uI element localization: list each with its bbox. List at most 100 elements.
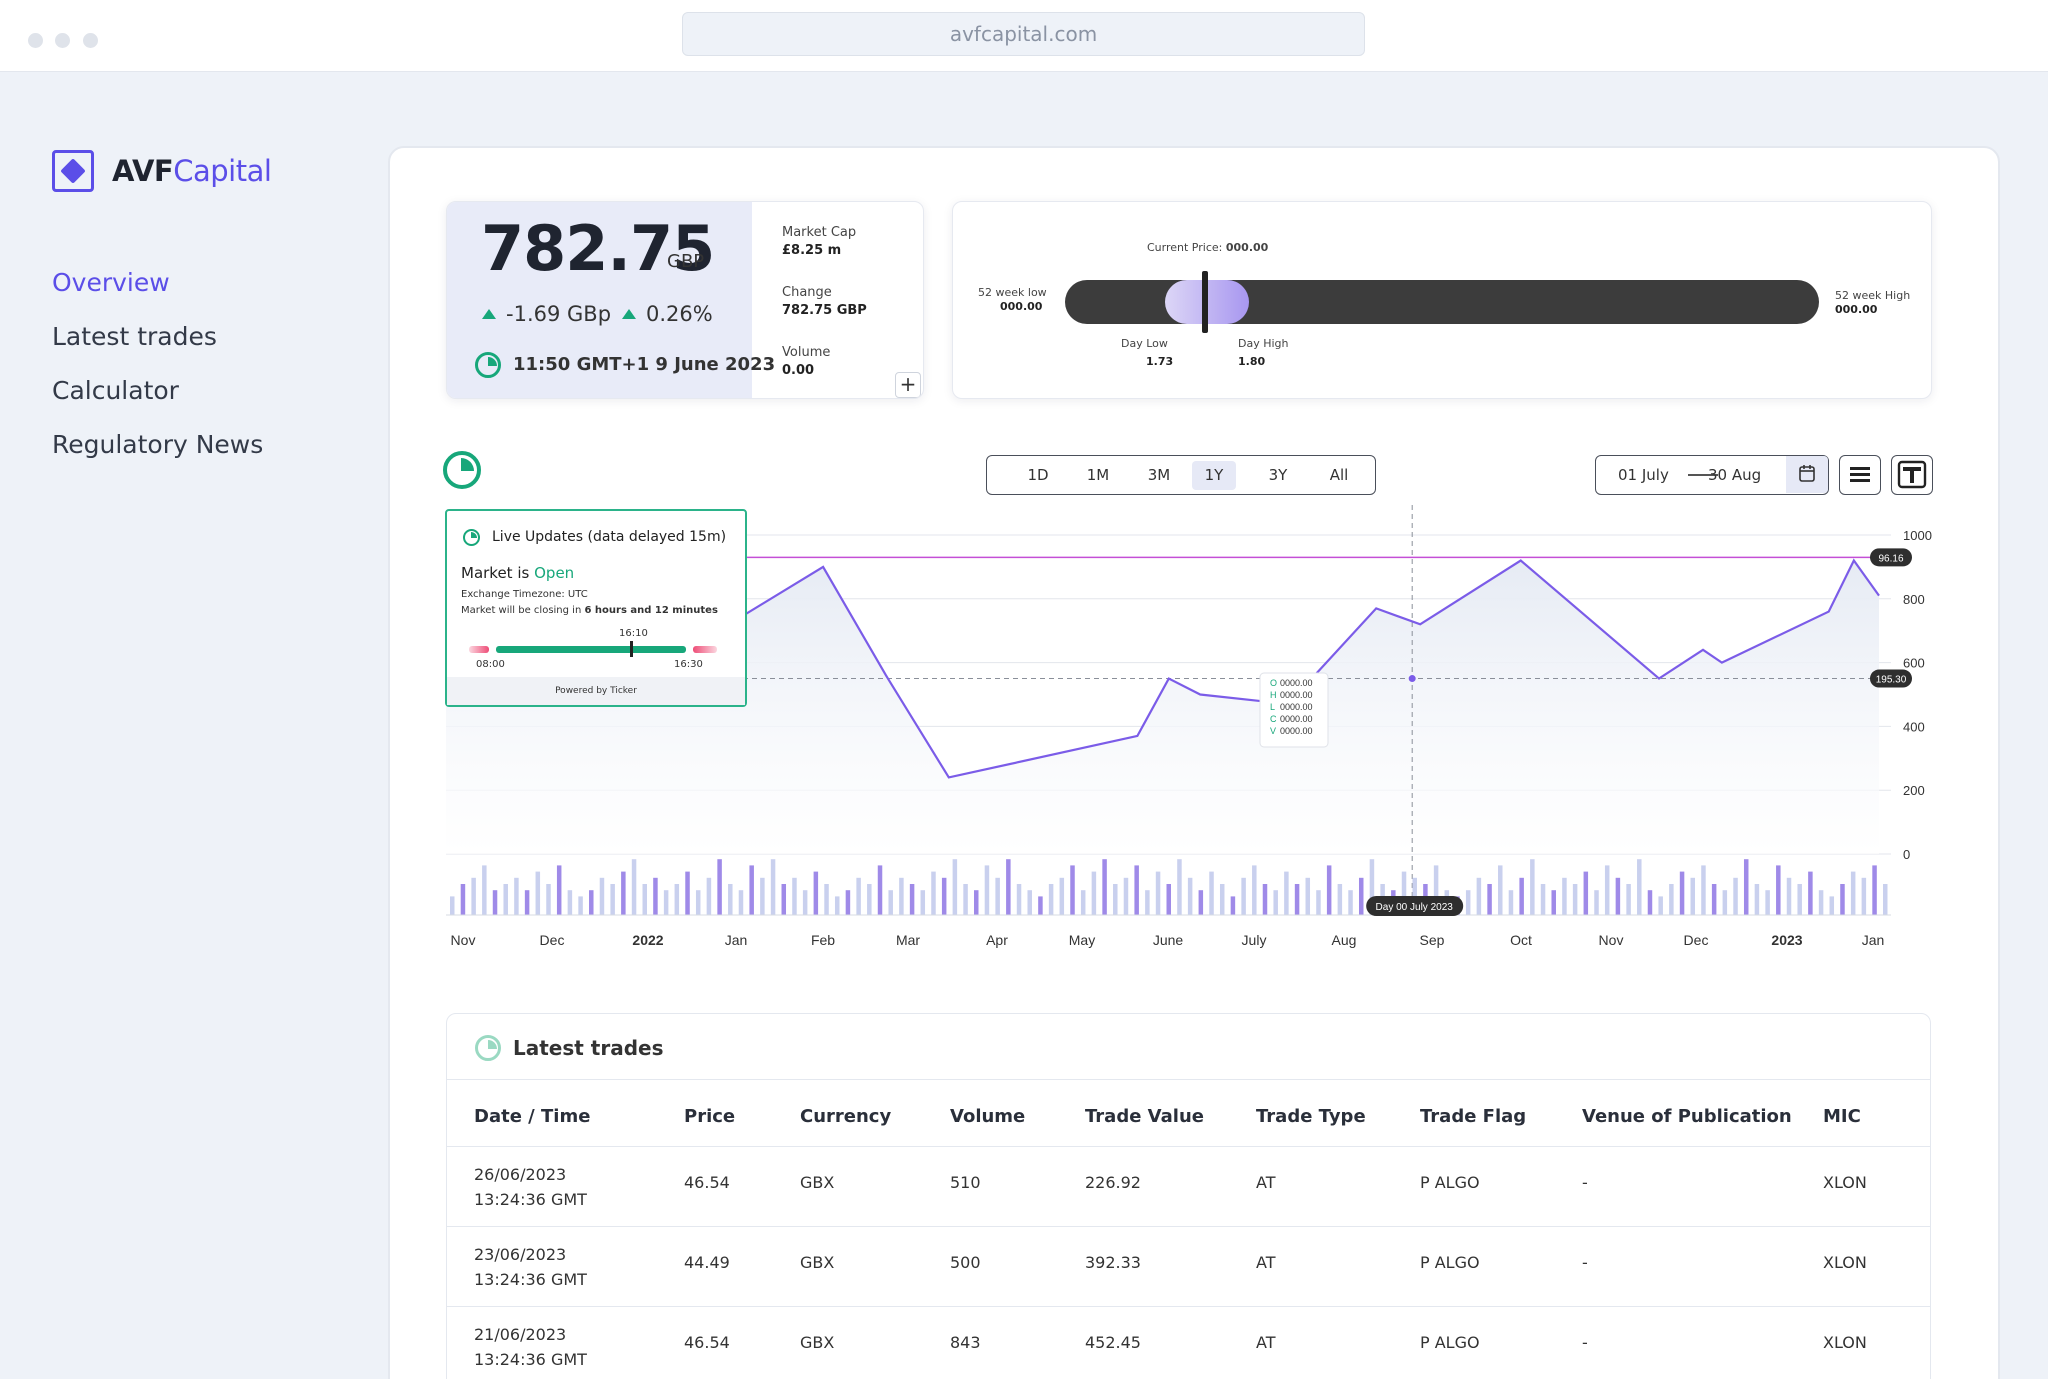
closing-prefix: Market will be closing in <box>461 605 582 616</box>
period-1d[interactable]: 1D <box>1027 466 1049 484</box>
volume-bar <box>1048 884 1054 915</box>
cell-value: 452.45 <box>1085 1333 1141 1352</box>
volume-bar <box>1166 884 1171 915</box>
window-maximize-dot[interactable] <box>83 33 98 48</box>
trades-title: Latest trades <box>513 1036 664 1060</box>
volume-bar <box>1551 890 1556 915</box>
volume-bar <box>963 884 968 915</box>
price-range-track <box>1065 280 1819 324</box>
cell-value: 392.33 <box>1085 1253 1141 1272</box>
stat-value-volume: 0.00 <box>782 363 815 378</box>
nav-item-overview[interactable]: Overview <box>52 268 170 297</box>
volume-bar <box>1305 877 1311 915</box>
volume-bar <box>1006 859 1011 915</box>
col-header-venue[interactable]: Venue of Publication <box>1582 1106 1792 1127</box>
period-3y[interactable]: 3Y <box>1268 466 1288 484</box>
calendar-icon[interactable] <box>1786 456 1828 493</box>
day-high-value: 1.80 <box>1238 355 1266 368</box>
volume-bar <box>567 890 573 915</box>
add-button[interactable]: + <box>895 372 921 398</box>
volume-bar <box>1091 871 1097 915</box>
volume-bar <box>1316 890 1321 915</box>
y-tick-label: 800 <box>1903 592 1925 607</box>
col-header-trade-flag[interactable]: Trade Flag <box>1420 1106 1527 1127</box>
volume-bar <box>1530 859 1535 915</box>
nav-item-regulatory-news[interactable]: Regulatory News <box>52 430 264 459</box>
col-header-mic[interactable]: MIC <box>1823 1106 1861 1127</box>
up-arrow-icon <box>482 309 496 319</box>
x-tick-label: Feb <box>811 932 835 948</box>
crosshair-date-bg <box>1366 896 1464 916</box>
volume-bar <box>471 877 476 915</box>
volume-bar <box>503 884 508 915</box>
period-1y[interactable]: 1Y <box>1192 461 1236 490</box>
volume-bar <box>1883 884 1888 915</box>
col-header-volume[interactable]: Volume <box>950 1106 1026 1127</box>
volume-bar <box>1615 877 1621 915</box>
current-price-value: 000.00 <box>1225 241 1269 254</box>
volume-bar <box>1743 859 1749 915</box>
window-minimize-dot[interactable] <box>55 33 70 48</box>
col-header-trade-value[interactable]: Trade Value <box>1085 1106 1204 1127</box>
tooltip-value: 0000.00 <box>1280 678 1313 688</box>
y-tick-label: 600 <box>1903 656 1925 671</box>
table-row[interactable]: 23/06/2023 13:24:36 GMT 44.49 GBX 500 392.33 A… <box>447 1226 1930 1306</box>
volume-bar <box>1145 890 1150 915</box>
period-3m[interactable]: 3M <box>1147 466 1171 484</box>
volume-bar <box>1658 896 1663 915</box>
date-range-picker[interactable]: 01 July 30 Aug <box>1595 455 1829 495</box>
volume-bar <box>1872 865 1877 915</box>
volume-bar <box>621 871 626 915</box>
y-tick-label: 200 <box>1903 783 1925 798</box>
live-status-icon[interactable] <box>443 451 481 489</box>
ohlc-tooltip <box>1259 672 1329 748</box>
volume-bar <box>1038 896 1043 915</box>
volume-bar <box>1786 877 1792 915</box>
col-header-trade-type[interactable]: Trade Type <box>1256 1106 1366 1127</box>
brand-logo[interactable]: AVFCapital <box>52 150 272 192</box>
week52-low-value: 000.00 <box>1000 300 1043 313</box>
volume-bar <box>941 877 947 915</box>
trades-header: Latest trades <box>447 1014 1930 1080</box>
menu-icon[interactable] <box>1839 455 1881 495</box>
volume-bar <box>974 890 979 915</box>
latest-trades-table: Latest trades Date / Time Price Currency… <box>446 1013 1931 1379</box>
live-updates-panel: Live Updates (data delayed 15m) Market i… <box>445 509 747 707</box>
cell-flag: P ALGO <box>1420 1173 1480 1192</box>
nav-item-latest-trades[interactable]: Latest trades <box>52 322 217 351</box>
powered-by: Powered by Ticker <box>447 677 745 705</box>
session-close: 16:30 <box>674 659 703 670</box>
brand-name-dark: AVF <box>112 154 174 188</box>
volume-bar <box>556 865 562 915</box>
url-bar[interactable]: avfcapital.com <box>682 12 1365 56</box>
cell-date: 21/06/2023 <box>474 1325 567 1344</box>
layout-icon[interactable] <box>1891 455 1933 495</box>
cell-mic: XLON <box>1823 1253 1867 1272</box>
period-1m[interactable]: 1M <box>1086 466 1110 484</box>
period-all[interactable]: All <box>1329 466 1349 484</box>
crosshair-point <box>1408 675 1416 683</box>
table-row[interactable]: 21/06/2023 13:24:36 GMT 46.54 GBX 843 452.45 A… <box>447 1306 1930 1379</box>
volume-bar <box>631 859 637 915</box>
volume-bar <box>535 871 541 915</box>
col-header-datetime[interactable]: Date / Time <box>474 1106 591 1127</box>
col-header-price[interactable]: Price <box>684 1106 736 1127</box>
volume-bar <box>1465 890 1471 915</box>
col-header-currency[interactable]: Currency <box>800 1106 892 1127</box>
volume-bar <box>899 877 904 915</box>
tooltip-key: O <box>1270 678 1277 688</box>
table-row[interactable]: 26/06/2023 13:24:36 GMT 46.54 GBX 510 226.92 A… <box>447 1146 1930 1226</box>
price-change-abs: -1.69 GBp <box>506 302 612 326</box>
window-close-dot[interactable] <box>28 33 43 48</box>
cell-price: 44.49 <box>684 1253 730 1272</box>
clock-icon <box>475 1035 501 1061</box>
volume-bar <box>1487 884 1492 915</box>
nav-item-calculator[interactable]: Calculator <box>52 376 179 405</box>
volume-bar <box>653 877 658 915</box>
volume-bar <box>642 884 647 915</box>
cell-datetime: 21/06/2023 13:24:36 GMT <box>474 1322 587 1372</box>
volume-bar <box>1476 877 1482 915</box>
y-tick-label: 0 <box>1903 847 1910 862</box>
volume-bar <box>492 890 498 915</box>
